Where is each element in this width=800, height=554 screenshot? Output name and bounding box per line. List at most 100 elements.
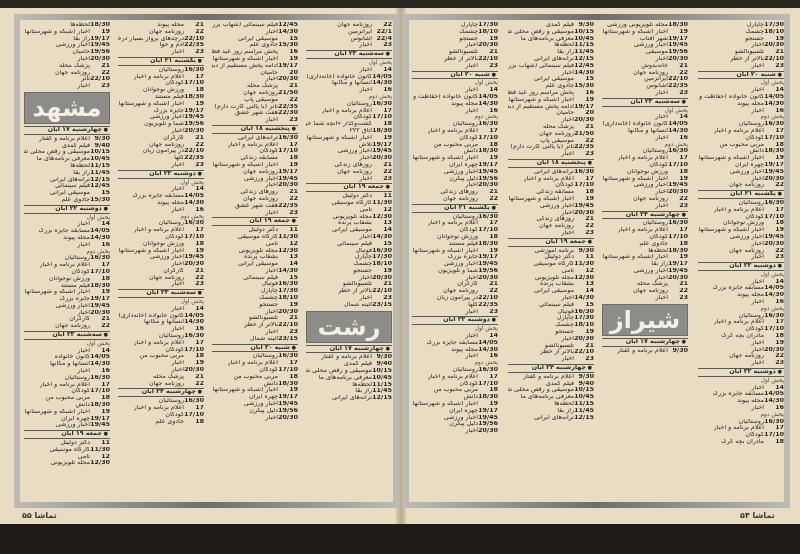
program-entry: 9/30 اعلام برنامه و گفتار [306,354,392,361]
program-time: 22 [585,223,594,230]
program-time: 22 [775,247,784,254]
program-entry: 23 اخبار [508,230,594,237]
program-time: 14 [489,87,498,94]
program-time: 16/30 [184,220,204,227]
program-title: اخبار [171,305,184,312]
program-title: موسیقی و رقص محلی شهرستانها [306,368,372,375]
program-entry: 20/30 اخبار [508,336,594,343]
program-title: روزنامه جهان [539,130,574,137]
program-time: 14 [289,261,298,268]
program-time: 17 [489,373,498,380]
program-title: اعلام برنامه و اخبار [427,127,478,134]
footer-page-number-right: تماشا ۵۴ [740,511,775,520]
program-time: 20/30 [184,367,204,374]
program-time: 14/05 [764,391,784,398]
program-time: 19 [101,408,110,415]
program-entry: 23 اخبار [698,63,784,70]
program-title: ورزش نوجوانان [142,240,184,247]
program-entry: 17 اعلام برنامه و اخبار [412,220,498,227]
program-title: لحظه‌ها [554,401,574,408]
program-entry: 15 موسیقی ایرانی [508,76,594,83]
program-entry: 19 اخبار (شبکه و شهرستانها) [212,162,298,169]
schedule-column: 21 مجله پیوند 22 روزنامه جهان 22/10 درچه‌های … [118,22,204,425]
program-time: 23 [383,175,392,182]
program-time: 19/45 [184,114,204,121]
program-entry: 21 تلسیونالشو [412,49,498,56]
program-entry: 17 اعلام برنامه و اخبار [412,374,498,381]
program-entry: 15 فیلم سینمائی [212,275,298,282]
program-title: معرفی برنامه‌های ما [520,35,574,42]
program-title: مجله پیوند [737,292,764,299]
program-entry: 14/30 مجله پیوند [698,101,784,108]
program-title: اخبار ورزشی [729,233,764,240]
program-title: ترانه‌های ایرانی [533,168,574,175]
program-title: اخبار [265,117,278,124]
program-entry: 12/45 فیلم سینمائی [24,183,110,190]
program-title: دکتر دولیتل [60,440,90,447]
program-time: 19 [679,254,688,261]
day-header: دوشنبه ۲۲ آبان [118,169,204,179]
program-title: حامیان [72,49,90,56]
program-title: روستائیان [642,148,668,155]
program-entry: 22 روزنامه جهان [118,29,204,36]
program-time: 14/30 [764,292,784,299]
program-title: بالاتر از خطر [444,55,478,62]
program-entry: 18 مسابقه زندگی [508,189,594,196]
program-title: فیلم مستند [154,93,184,100]
program-entry: 19/17 جایزه بزرگ [412,254,498,261]
program-title: پزشک محله [542,123,574,130]
program-time: 17 [289,141,298,148]
program-time: 22/10 [184,148,204,155]
program-time: 14/30 [184,319,204,326]
program-entry: 14/05 کانون خانواده (خانه‌داری) [602,121,688,128]
program-entry: 19/56 دلیل پیکرن [412,176,498,183]
program-time: 22 [679,69,688,76]
program-time: 20/30 [668,55,688,62]
day-header: سه‌شنبه ۲۳ آبان [602,97,688,107]
program-time: 19 [775,35,784,42]
program-title: فیلم سینمائی [337,240,372,247]
program-time: 17 [383,107,392,114]
program-title: موسیقی ایرانی [534,76,574,83]
program-time: 22 [489,288,498,295]
program-entry: 17 اعلام برنامه و اخبار [508,176,594,183]
program-title: کودکان [459,227,478,234]
program-title: اعلام برنامه و اخبار [133,339,184,346]
program-entry: 20/30 اخبار [118,128,204,135]
program-title: چشمک [745,28,764,35]
program-time: 20/30 [668,274,688,281]
program-time: 11/15 [574,401,594,408]
program-title: اخبار [265,329,278,336]
program-entry: 16 پخش مراسم روز عید فطر از دبستان فردوسی [508,90,594,97]
page-gutter [396,8,406,524]
program-time: 16/30 [764,121,784,128]
broadcast-section-label: پخش دوم [368,93,392,100]
program-time: 14/05 [478,339,498,346]
program-entry: 20/30 اخبار [24,56,110,63]
program-time: 17/10 [372,114,392,121]
program-entry: 19 اخبار [698,340,784,347]
day-header: شنبه ۲۰ آبان [698,70,784,80]
program-time: 19 [679,175,688,182]
program-entry: 20 حامیان [212,70,298,77]
day-header: چهارشنبه ۱۷ آبان [306,344,392,354]
program-title: اخبار (شبکه و شهرستانها) [212,161,278,168]
program-time: 15 [101,190,110,197]
program-time: 22 [289,96,298,103]
program-entry: 14 اخبار [118,186,204,193]
program-entry: 22 روزنامه جهان [118,381,204,388]
program-title: کودکان [459,134,478,141]
program-time: 14/30 [478,100,498,107]
program-time: 20 [289,69,298,76]
program-time: 10/45 [574,394,594,401]
program-time: 13 [383,220,392,227]
program-entry: 14/30 مجله پیوند [24,235,110,242]
program-title: روزنامه جهان [443,195,478,202]
program-title: اخبار [751,278,764,285]
program-title: راز بقا [73,35,90,42]
program-title: کانون خانواده [54,354,90,361]
program-title: اخبار (شبکه و شهرستانها) [118,100,184,107]
program-time: 19 [101,28,110,35]
